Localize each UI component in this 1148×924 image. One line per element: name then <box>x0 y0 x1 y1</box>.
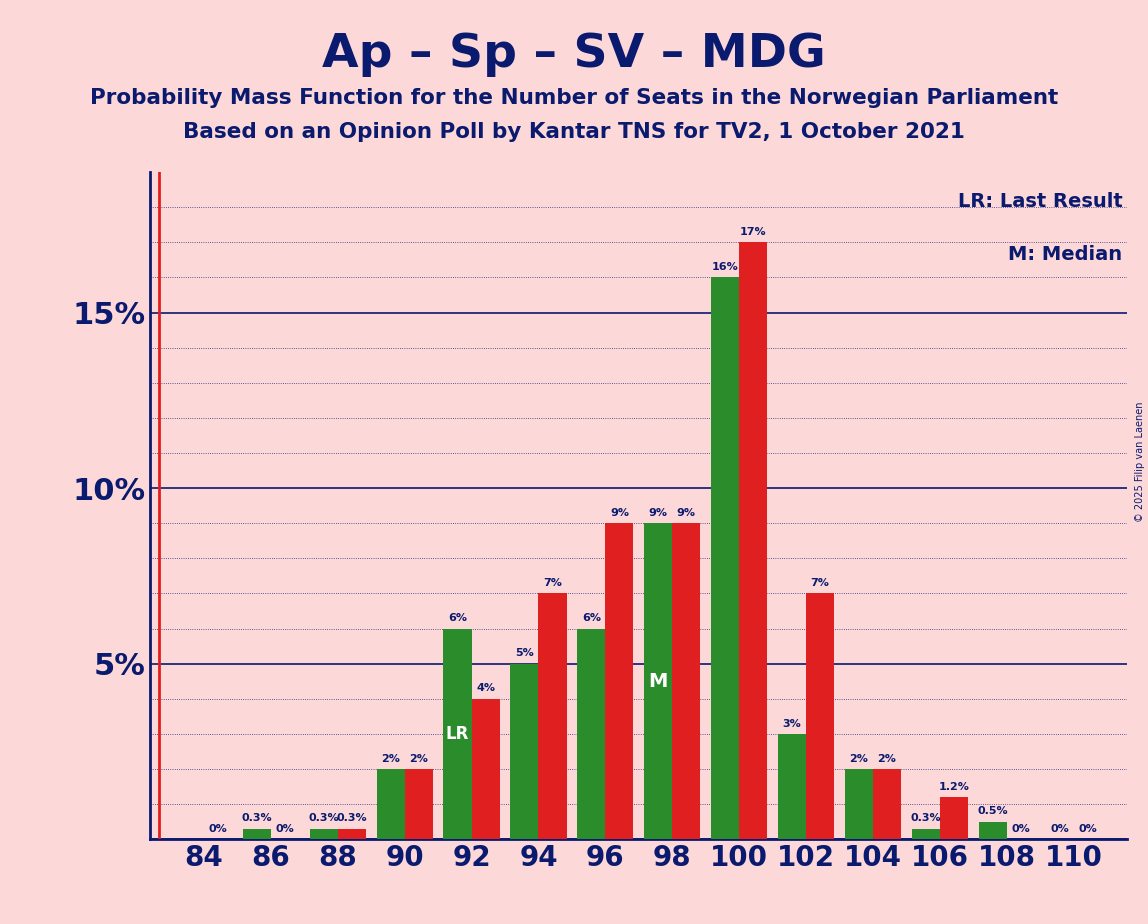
Bar <box>940 797 968 839</box>
Text: 7%: 7% <box>543 578 563 589</box>
Text: LR: Last Result: LR: Last Result <box>957 192 1123 211</box>
Text: 0%: 0% <box>1011 824 1030 834</box>
Text: 0%: 0% <box>209 824 227 834</box>
Text: 6%: 6% <box>582 614 600 624</box>
Bar <box>673 523 700 839</box>
Bar <box>310 829 338 839</box>
Text: 0%: 0% <box>276 824 294 834</box>
Bar <box>577 628 605 839</box>
Text: Based on an Opinion Poll by Kantar TNS for TV2, 1 October 2021: Based on an Opinion Poll by Kantar TNS f… <box>183 122 965 142</box>
Text: Probability Mass Function for the Number of Seats in the Norwegian Parliament: Probability Mass Function for the Number… <box>90 88 1058 108</box>
Text: 0.5%: 0.5% <box>977 807 1008 817</box>
Text: Ap – Sp – SV – MDG: Ap – Sp – SV – MDG <box>323 32 825 78</box>
Text: LR: LR <box>445 724 470 743</box>
Bar <box>845 769 872 839</box>
Text: M: M <box>649 672 668 690</box>
Text: 4%: 4% <box>476 684 495 694</box>
Bar <box>806 593 835 839</box>
Bar <box>979 821 1007 839</box>
Text: 0%: 0% <box>1078 824 1097 834</box>
Text: 9%: 9% <box>677 508 696 518</box>
Bar <box>472 699 499 839</box>
Bar <box>644 523 673 839</box>
Text: 5%: 5% <box>515 649 534 659</box>
Bar <box>338 829 366 839</box>
Bar <box>711 277 739 839</box>
Text: 2%: 2% <box>381 754 400 764</box>
Text: 16%: 16% <box>712 262 738 273</box>
Bar <box>778 734 806 839</box>
Bar <box>242 829 271 839</box>
Text: 0.3%: 0.3% <box>241 813 272 823</box>
Text: M: Median: M: Median <box>1008 246 1123 264</box>
Bar <box>912 829 940 839</box>
Text: 0.3%: 0.3% <box>910 813 941 823</box>
Bar <box>739 242 767 839</box>
Bar <box>377 769 404 839</box>
Bar <box>404 769 433 839</box>
Text: 2%: 2% <box>877 754 897 764</box>
Text: 17%: 17% <box>740 227 767 237</box>
Bar <box>538 593 567 839</box>
Text: 0.3%: 0.3% <box>309 813 339 823</box>
Text: 1.2%: 1.2% <box>939 782 969 792</box>
Text: 0.3%: 0.3% <box>336 813 367 823</box>
Bar <box>872 769 901 839</box>
Text: 6%: 6% <box>448 614 467 624</box>
Text: 2%: 2% <box>850 754 868 764</box>
Bar <box>605 523 634 839</box>
Text: 0%: 0% <box>1050 824 1069 834</box>
Bar <box>443 628 472 839</box>
Text: 2%: 2% <box>409 754 428 764</box>
Text: 3%: 3% <box>783 719 801 729</box>
Text: 9%: 9% <box>610 508 629 518</box>
Text: 7%: 7% <box>810 578 830 589</box>
Text: © 2025 Filip van Laenen: © 2025 Filip van Laenen <box>1135 402 1145 522</box>
Text: 9%: 9% <box>649 508 668 518</box>
Bar <box>511 663 538 839</box>
